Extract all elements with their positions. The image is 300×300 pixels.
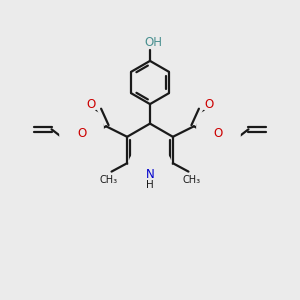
Text: H: H	[146, 180, 154, 190]
Text: CH₃: CH₃	[182, 175, 200, 185]
Text: CH₃: CH₃	[100, 175, 118, 185]
Text: OH: OH	[145, 36, 163, 49]
Text: O: O	[77, 127, 86, 140]
Text: O: O	[214, 127, 223, 140]
Text: O: O	[204, 98, 214, 111]
Text: O: O	[86, 98, 96, 111]
Text: N: N	[146, 167, 154, 181]
